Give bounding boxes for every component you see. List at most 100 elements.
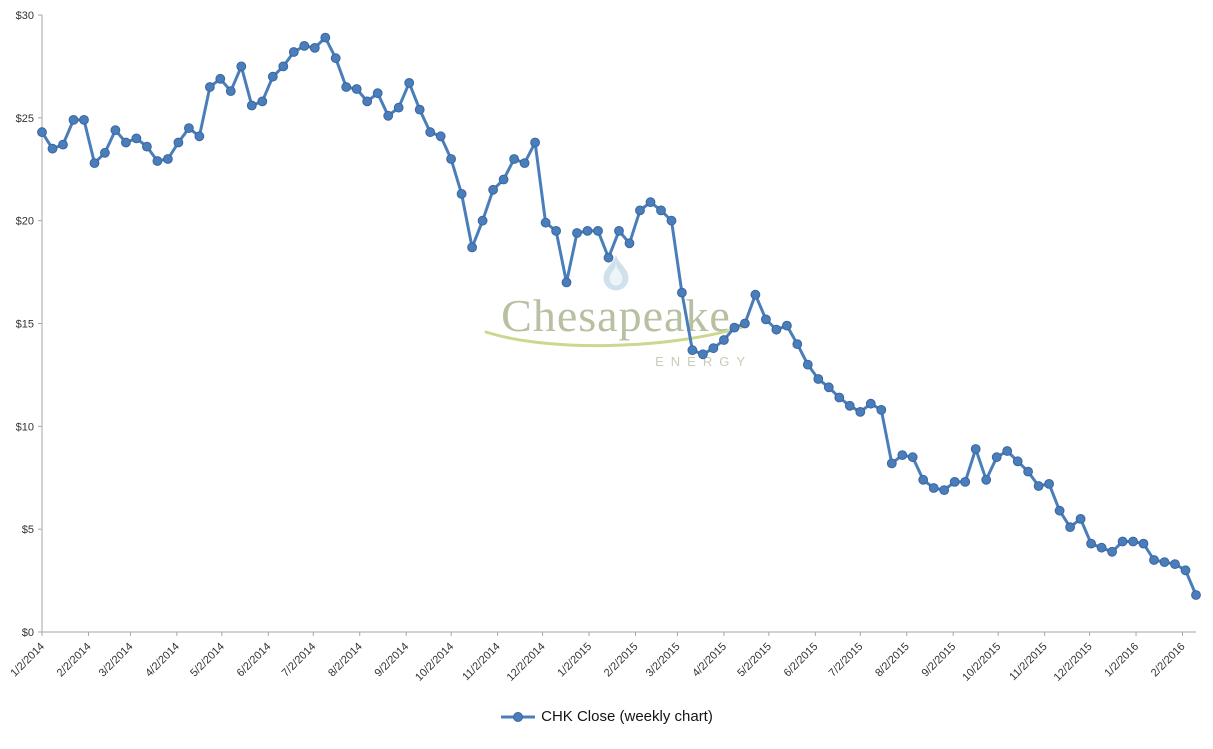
data-point-marker — [802, 359, 813, 370]
data-point-marker — [330, 53, 341, 64]
x-axis-label: 7/2/2015 — [827, 641, 866, 680]
data-point-marker — [404, 78, 415, 88]
data-point-marker — [624, 238, 635, 249]
data-point-marker — [1054, 505, 1065, 516]
data-point-marker — [383, 110, 394, 121]
data-point-marker — [1065, 522, 1075, 532]
data-point-marker — [1117, 536, 1128, 547]
data-point-marker — [603, 252, 614, 263]
data-point-marker — [215, 73, 226, 84]
x-axis-label: 10/2/2014 — [413, 641, 456, 684]
x-axis-label: 4/2/2014 — [143, 641, 182, 680]
data-point-marker — [939, 485, 950, 496]
data-point-marker — [1075, 514, 1086, 524]
legend-marker-dot — [513, 711, 524, 722]
data-point-marker — [163, 154, 173, 164]
data-point-marker — [142, 141, 152, 152]
data-point-marker — [792, 339, 803, 350]
data-point-marker — [509, 154, 519, 164]
data-point-marker — [79, 115, 89, 125]
data-point-marker — [719, 335, 729, 345]
data-point-marker — [519, 158, 530, 169]
data-point-marker — [740, 318, 750, 329]
y-axis-label: $0 — [22, 627, 34, 639]
data-point-marker — [886, 458, 897, 469]
chk-weekly-line-chart: $0$5$10$15$20$25$301/2/2014 2/2/2014 3/2/2… — [8, 10, 1201, 684]
data-point-marker — [593, 226, 603, 236]
data-point-marker — [1180, 565, 1191, 576]
data-point-marker — [729, 322, 740, 333]
data-point-marker — [1170, 559, 1180, 569]
data-point-marker — [834, 392, 845, 403]
data-point-marker — [246, 100, 257, 111]
data-point-marker — [582, 226, 593, 236]
x-axis-label: 11/2/2014 — [460, 641, 503, 684]
data-point-marker — [1033, 481, 1044, 491]
x-axis-label: 7/2/2014 — [280, 641, 319, 680]
data-point-marker — [823, 382, 834, 393]
data-point-marker — [477, 215, 488, 226]
data-point-marker — [498, 174, 509, 185]
data-point-marker — [194, 131, 205, 142]
x-axis-label: 1/2/2014 — [8, 641, 47, 680]
x-axis-label: 8/2/2015 — [873, 641, 912, 680]
x-axis-label: 5/2/2015 — [735, 641, 774, 680]
data-point-marker — [58, 139, 68, 150]
data-point-marker — [782, 320, 792, 331]
data-point-marker — [1149, 555, 1159, 565]
data-point-marker — [393, 102, 404, 113]
data-point-marker — [425, 127, 436, 138]
data-point-marker — [1044, 479, 1054, 489]
price-line — [40, 36, 1198, 597]
data-point-marker — [897, 450, 908, 461]
y-axis-label: $25 — [16, 113, 34, 125]
data-point-marker — [750, 289, 761, 300]
data-point-marker — [1086, 538, 1096, 549]
data-point-marker — [257, 96, 268, 107]
data-point-marker — [981, 474, 992, 485]
data-point-marker — [991, 452, 1002, 463]
x-axis-label: 2/2/2015 — [602, 641, 641, 680]
data-point-marker — [131, 133, 142, 144]
x-axis-label: 9/2/2015 — [920, 641, 959, 680]
data-point-marker — [205, 82, 215, 92]
data-point-marker — [236, 61, 247, 72]
data-point-marker — [488, 184, 499, 195]
data-point-marker — [89, 158, 100, 169]
x-axis-label: 11/2/2015 — [1007, 641, 1050, 684]
data-point-marker — [928, 483, 939, 493]
data-point-marker — [1159, 557, 1170, 567]
x-axis-label: 12/2/2014 — [505, 641, 548, 684]
x-axis-label: 9/2/2014 — [373, 641, 412, 680]
y-axis-label: $10 — [16, 421, 34, 433]
data-point-marker — [184, 123, 194, 134]
y-axis-label: $20 — [16, 216, 34, 228]
x-axis-label: 2/2/2014 — [55, 641, 94, 680]
x-axis-label: 10/2/2015 — [960, 641, 1003, 684]
x-axis-label: 5/2/2014 — [188, 641, 227, 680]
data-point-marker — [1012, 456, 1023, 467]
data-point-marker — [645, 197, 656, 208]
x-axis-label: 1/2/2016 — [1102, 641, 1141, 680]
data-point-marker — [666, 215, 677, 226]
data-point-marker — [844, 400, 855, 411]
data-point-marker — [1002, 446, 1013, 456]
data-point-marker — [47, 143, 58, 154]
data-point-marker — [467, 242, 478, 253]
y-axis-label: $15 — [16, 319, 34, 331]
data-point-marker — [1107, 546, 1117, 557]
y-axis-label: $5 — [22, 524, 34, 536]
data-point-marker — [225, 86, 236, 96]
data-point-marker — [446, 154, 457, 164]
data-point-marker — [918, 474, 929, 485]
legend-series-label: CHK Close (weekly chart) — [541, 708, 713, 725]
data-point-marker — [1128, 536, 1138, 547]
data-point-marker — [173, 137, 184, 148]
data-point-marker — [876, 405, 887, 415]
legend-series-marker-icon — [501, 711, 536, 722]
data-point-marker — [656, 205, 666, 216]
data-point-marker — [708, 343, 719, 354]
data-point-marker — [949, 477, 960, 487]
x-axis-label: 2/2/2016 — [1149, 641, 1188, 680]
